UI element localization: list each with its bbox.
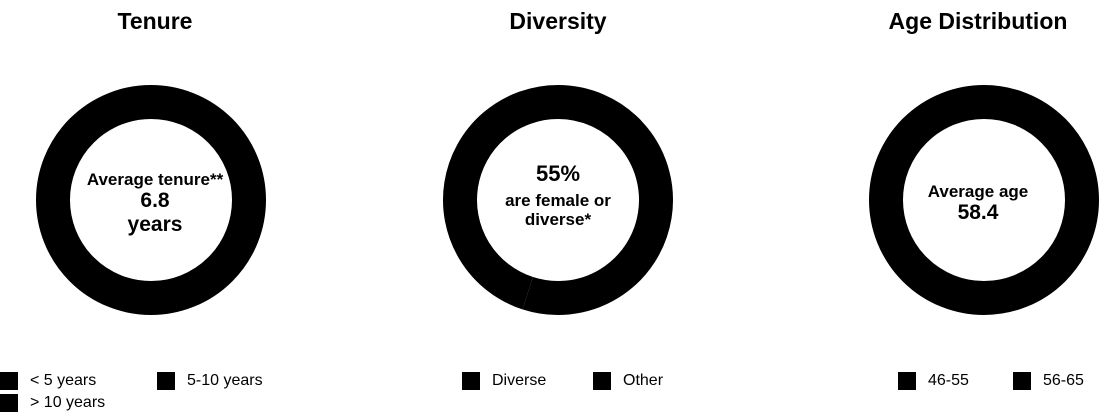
legend-label: Other [623,372,664,389]
tenure-legend-item-over-10: > 10 years [0,394,105,412]
tenure-legend-item-under-5: < 5 years [0,372,96,390]
tenure-panel: Tenure Average tenure** 6.8 years < 5 ye… [0,0,310,414]
donut-segment-0 [522,85,673,315]
age-panel: Age Distribution Average age 58.4 46-55 … [842,0,1114,414]
legend-swatch [898,372,916,390]
tenure-center-line-1: Average tenure** [86,170,224,189]
age-title: Age Distribution [888,8,1068,34]
legend-label: < 5 years [30,372,97,389]
tenure-center-unit: years [127,212,183,236]
age-center-value: 58.4 [957,201,999,225]
diversity-legend-item-other: Other [593,372,663,390]
donut-segment-0 [36,85,266,315]
legend-swatch [1013,372,1031,390]
legend-label: 5-10 years [187,372,263,389]
donut-segment-1 [443,85,559,310]
diversity-center-text: 55% are female or diverse* [424,161,692,229]
legend-swatch [0,372,18,390]
age-center-text: Average age 58.4 [842,182,1114,225]
legend-swatch [0,394,18,412]
tenure-center-value: 6.8 [140,189,170,213]
diversity-title: Diversity [509,8,607,34]
diversity-donut [443,85,673,315]
tenure-title: Tenure [117,8,193,34]
legend-swatch [462,372,480,390]
legend-label: Diverse [492,372,547,389]
legend-label: 46-55 [928,372,969,389]
diversity-center-line-2: are female or [505,190,611,210]
legend-swatch [593,372,611,390]
tenure-center-text: Average tenure** 6.8 years [0,170,310,236]
diversity-center-line-3: diverse* [524,209,592,229]
tenure-legend-item-5-10: 5-10 years [157,372,263,390]
age-center-line-1: Average age [927,182,1029,201]
legend-swatch [157,372,175,390]
diversity-panel: Diversity 55% are female or diverse* Div… [424,0,692,414]
diversity-legend-item-diverse: Diverse [462,372,546,390]
age-donut [869,85,1099,315]
age-legend-item-56-65: 56-65 [1013,372,1084,390]
legend-label: 56-65 [1043,372,1084,389]
tenure-donut [36,85,266,315]
diversity-center-value: 55% [535,161,581,186]
donut-segment-0 [869,85,1099,315]
age-legend-item-46-55: 46-55 [898,372,969,390]
legend-label: > 10 years [30,394,106,411]
